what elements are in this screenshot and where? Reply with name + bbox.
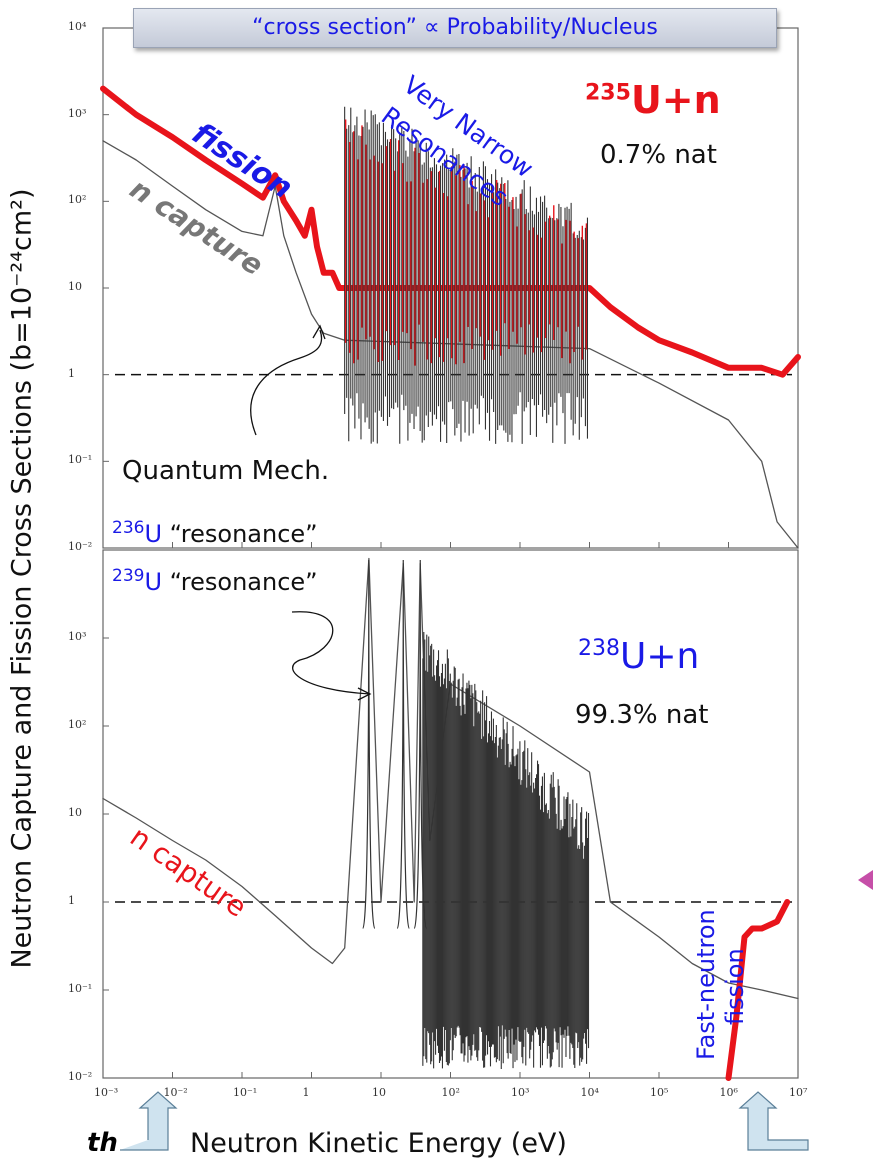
thermal-marker-label: th xyxy=(87,1128,118,1158)
x-tick-label: 10⁴ xyxy=(580,1086,599,1099)
x-tick-label: 10 xyxy=(372,1086,386,1099)
resonance-arrow-head xyxy=(357,687,372,701)
bottom-isotope-label: 238U+n xyxy=(578,636,699,677)
top-y-tick-label: 10 xyxy=(68,280,82,293)
top-y-tick-label: 10⁻² xyxy=(68,540,93,553)
y-axis-label: Neutron Capture and Fission Cross Sectio… xyxy=(6,188,38,969)
x-tick-label: 10² xyxy=(441,1086,460,1099)
top-abundance: 0.7% nat xyxy=(600,140,717,170)
x-tick-label: 10⁵ xyxy=(650,1086,669,1099)
bottom-series-n-capture xyxy=(102,557,799,1000)
bottom-isolated-resonance xyxy=(413,559,427,930)
bottom-abundance: 99.3% nat xyxy=(575,700,709,730)
top-isotope-rest: U+n xyxy=(630,78,721,122)
x-tick-label: 10³ xyxy=(511,1086,530,1099)
top-series-n-capture xyxy=(102,140,799,549)
qm-arrow-head xyxy=(312,324,326,340)
top-y-tick-label: 10³ xyxy=(68,106,87,120)
bottom-series-fast-neutron-fission xyxy=(725,899,791,1081)
top-isotope-mass: 235 xyxy=(585,80,631,106)
top-series-fission xyxy=(100,85,801,378)
compound-236-label: 236U “resonance” xyxy=(112,518,318,548)
fast-neutron-label-line2: fission xyxy=(721,948,749,1025)
x-tick-label: 10⁶ xyxy=(719,1086,738,1099)
qm-arrow-path xyxy=(250,329,323,436)
bottom-y-tick-label: 1 xyxy=(68,894,75,907)
resonance-arrow-path xyxy=(291,611,371,695)
x-tick-label: 10⁻³ xyxy=(94,1086,119,1099)
right-edge-marker xyxy=(858,870,873,890)
bottom-y-tick-label: 10⁻² xyxy=(68,1070,93,1083)
top-y-tick-label: 10⁻¹ xyxy=(68,453,93,467)
compound-239-label: 239U “resonance” xyxy=(112,566,318,596)
top-y-tick-label: 1 xyxy=(68,366,75,380)
uranium-symbol: U xyxy=(144,568,163,596)
compound-236-rest: U “resonance” xyxy=(144,520,317,548)
compound-239-mass: 239 xyxy=(112,566,145,586)
top-y-tick-label: 10² xyxy=(68,193,87,207)
x-tick-label: 10⁻² xyxy=(163,1086,188,1099)
compound-236-mass: 236 xyxy=(112,518,145,538)
banner-title: “cross section” ∝ Probability/Nucleus xyxy=(133,8,777,48)
top-isotope-label: 235U+n xyxy=(585,78,721,122)
x-tick-label: 10⁻¹ xyxy=(233,1086,258,1099)
top-panel-marks xyxy=(100,27,801,549)
compound-239-rest: U “resonance” xyxy=(144,568,317,596)
fission-marker-arrow xyxy=(738,1091,809,1151)
bottom-y-tick-label: 10⁻¹ xyxy=(68,982,93,995)
bottom-isolated-resonance xyxy=(362,559,376,930)
bottom-isotope-mass: 238 xyxy=(578,636,620,661)
x-axis-label: Neutron Kinetic Energy (eV) xyxy=(190,1128,567,1159)
resonance-word: “resonance” xyxy=(162,520,318,548)
x-tick-label: 1 xyxy=(302,1086,310,1099)
annotation-arrows xyxy=(120,324,873,1151)
bottom-y-tick-label: 10³ xyxy=(68,630,87,643)
x-tick-label: 10⁷ xyxy=(789,1086,808,1099)
resonance-word: “resonance” xyxy=(162,568,318,596)
bottom-panel-marks xyxy=(102,557,799,1081)
bottom-y-tick-label: 10² xyxy=(68,718,87,731)
quantum-mech-label: Quantum Mech. xyxy=(122,456,330,486)
thermal-marker-arrow xyxy=(120,1091,178,1151)
fast-neutron-label-line1: Fast-neutron xyxy=(692,909,720,1060)
bottom-isolated-resonance xyxy=(396,559,410,930)
bottom-isotope-rest: U+n xyxy=(620,636,700,677)
bottom-y-tick-label: 10 xyxy=(68,806,82,819)
top-y-tick-label: 10⁴ xyxy=(68,20,87,33)
uranium-symbol: U xyxy=(144,520,163,548)
